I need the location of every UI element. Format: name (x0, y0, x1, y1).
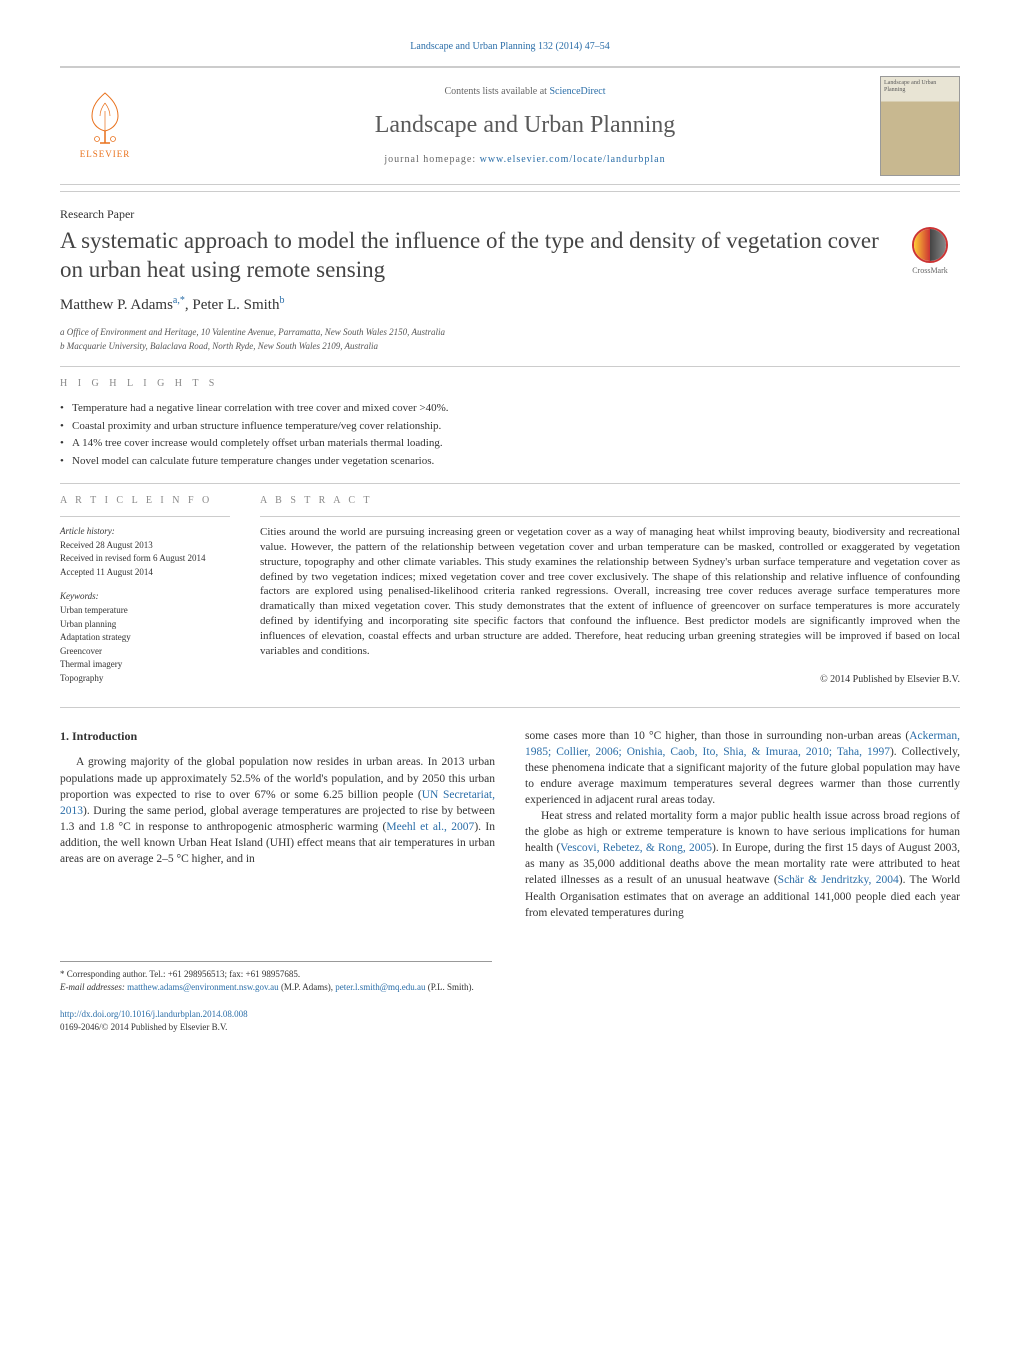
abstract: A B S T R A C T Cities around the world … (260, 494, 960, 687)
intro-paragraph: some cases more than 10 °C higher, than … (525, 728, 960, 808)
author-1-affil: a,* (173, 295, 185, 306)
email-link[interactable]: matthew.adams@environment.nsw.gov.au (127, 982, 279, 992)
email-link[interactable]: peter.l.smith@mq.edu.au (335, 982, 425, 992)
header-center: Contents lists available at ScienceDirec… (170, 85, 880, 167)
homepage-link[interactable]: www.elsevier.com/locate/landurbplan (480, 154, 666, 165)
paper-title: A systematic approach to model the influ… (60, 227, 880, 285)
keyword: Topography (60, 672, 230, 685)
crossmark-badge[interactable]: CrossMark (900, 227, 960, 276)
crossmark-icon (912, 227, 948, 263)
keyword: Urban planning (60, 618, 230, 631)
author-1: Matthew P. Adams (60, 297, 173, 313)
corresponding-author: * Corresponding author. Tel.: +61 298956… (60, 968, 492, 981)
highlight-item: Coastal proximity and urban structure in… (60, 419, 960, 434)
journal-header: ELSEVIER Contents lists available at Sci… (60, 66, 960, 185)
journal-homepage: journal homepage: www.elsevier.com/locat… (170, 153, 880, 167)
intro-paragraph: Heat stress and related mortality form a… (525, 808, 960, 921)
history-item: Received 28 August 2013 (60, 539, 230, 552)
email-who: (M.P. Adams), (279, 982, 336, 992)
journal-cover-thumbnail[interactable]: Landscape and Urban Planning (880, 76, 960, 176)
intro-heading: 1. Introduction (60, 728, 495, 745)
email-addresses: E-mail addresses: matthew.adams@environm… (60, 981, 492, 994)
article-info: A R T I C L E I N F O Article history: R… (60, 494, 260, 687)
abstract-heading: A B S T R A C T (260, 494, 960, 508)
keyword: Greencover (60, 645, 230, 658)
elsevier-tree-icon (80, 91, 130, 146)
highlight-item: Temperature had a negative linear correl… (60, 401, 960, 416)
intro-paragraph: A growing majority of the global populat… (60, 754, 495, 867)
crossmark-label: CrossMark (912, 266, 948, 275)
journal-reference: Landscape and Urban Planning 132 (2014) … (60, 40, 960, 54)
footnotes: * Corresponding author. Tel.: +61 298956… (60, 961, 492, 994)
citation-link[interactable]: Vescovi, Rebetez, & Rong, 2005 (560, 842, 712, 854)
authors: Matthew P. Adamsa,*, Peter L. Smithb (60, 294, 960, 316)
article-info-heading: A R T I C L E I N F O (60, 494, 230, 508)
keyword: Adaptation strategy (60, 631, 230, 644)
email-who: (P.L. Smith). (425, 982, 473, 992)
abstract-text: Cities around the world are pursuing inc… (260, 525, 960, 659)
keyword: Thermal imagery (60, 658, 230, 671)
doi-link[interactable]: http://dx.doi.org/10.1016/j.landurbplan.… (60, 1009, 248, 1019)
email-label: E-mail addresses: (60, 982, 127, 992)
body-col-left: 1. Introduction A growing majority of th… (60, 728, 495, 921)
author-2: , Peter L. Smith (185, 297, 280, 313)
history-label: Article history: (60, 525, 230, 538)
keywords-label: Keywords: (60, 590, 230, 603)
affiliations: a Office of Environment and Heritage, 10… (60, 326, 960, 352)
highlights-heading: H I G H L I G H T S (60, 366, 960, 391)
journal-title: Landscape and Urban Planning (170, 109, 880, 143)
doi-block: http://dx.doi.org/10.1016/j.landurbplan.… (60, 1008, 960, 1033)
affiliation-b: b Macquarie University, Balaclava Road, … (60, 340, 960, 353)
highlight-item: Novel model can calculate future tempera… (60, 454, 960, 469)
elsevier-logo[interactable]: ELSEVIER (60, 81, 150, 171)
elsevier-wordmark: ELSEVIER (80, 148, 131, 161)
body-columns: 1. Introduction A growing majority of th… (60, 728, 960, 921)
history-item: Accepted 11 August 2014 (60, 566, 230, 579)
highlights: Temperature had a negative linear correl… (60, 401, 960, 469)
intro-text: some cases more than 10 °C higher, than … (525, 730, 909, 742)
keyword: Urban temperature (60, 604, 230, 617)
body-col-right: some cases more than 10 °C higher, than … (525, 728, 960, 921)
sciencedirect-link[interactable]: ScienceDirect (549, 86, 605, 97)
header-rule (60, 191, 960, 192)
abstract-copyright: © 2014 Published by Elsevier B.V. (260, 673, 960, 687)
info-abstract-row: A R T I C L E I N F O Article history: R… (60, 483, 960, 687)
contents-line: Contents lists available at ScienceDirec… (170, 85, 880, 99)
cover-thumb-title: Landscape and Urban Planning (884, 80, 956, 93)
author-2-affil: b (279, 295, 284, 306)
citation-link[interactable]: Schär & Jendritzky, 2004 (778, 874, 899, 886)
history-item: Received in revised form 6 August 2014 (60, 552, 230, 565)
citation-link[interactable]: Meehl et al., 2007 (386, 821, 474, 833)
contents-prefix: Contents lists available at (444, 86, 549, 97)
journal-reference-link[interactable]: Landscape and Urban Planning 132 (2014) … (410, 41, 609, 52)
highlight-item: A 14% tree cover increase would complete… (60, 436, 960, 451)
affiliation-a: a Office of Environment and Heritage, 10… (60, 326, 960, 339)
body-rule (60, 707, 960, 708)
issn-line: 0169-2046/© 2014 Published by Elsevier B… (60, 1021, 960, 1034)
homepage-prefix: journal homepage: (384, 154, 479, 165)
paper-type: Research Paper (60, 206, 960, 223)
